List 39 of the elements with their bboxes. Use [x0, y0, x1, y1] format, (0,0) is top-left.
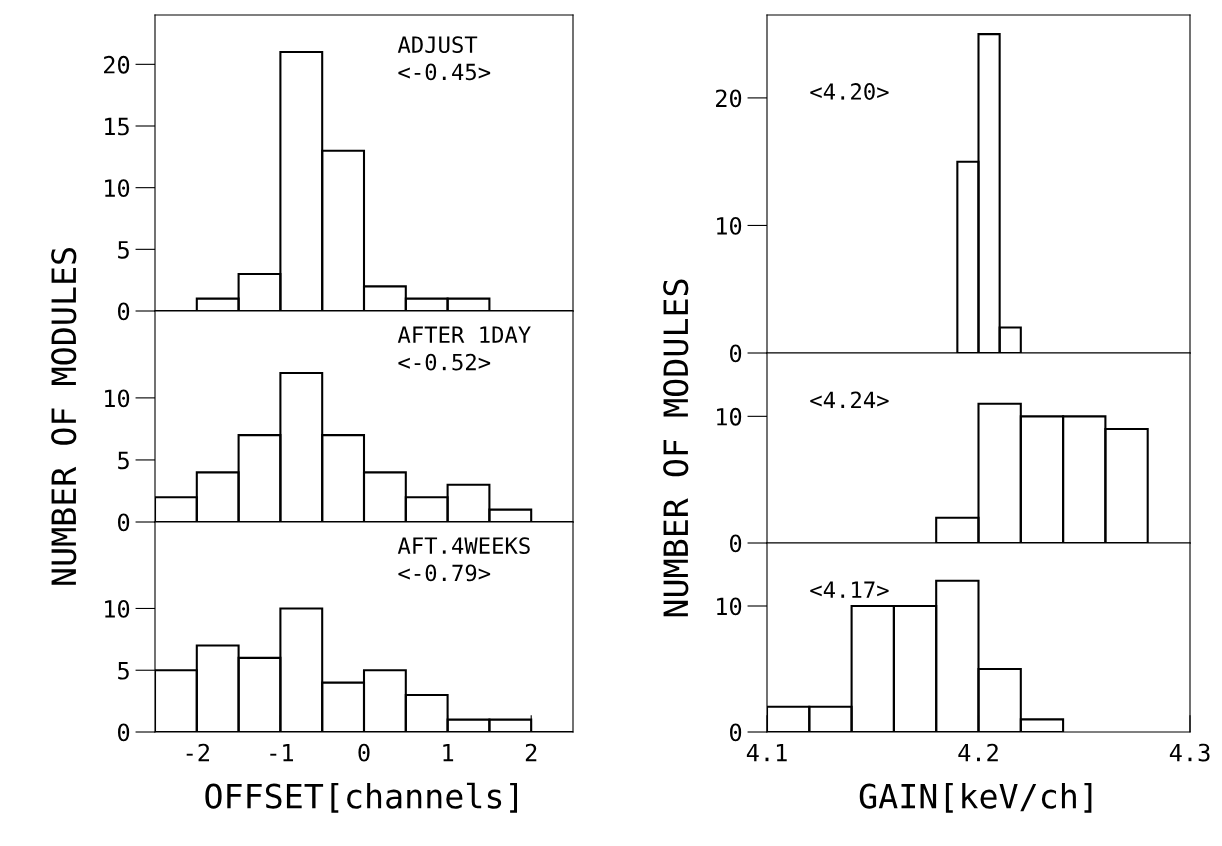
y-tick-label: 5: [118, 451, 129, 470]
y-tick-label: 0: [730, 723, 742, 742]
annotation: <4.20>: [810, 83, 889, 100]
y-tick-label: 15: [105, 117, 129, 136]
y-tick-label: 10: [717, 216, 742, 235]
annotation: <4.24>: [810, 391, 889, 408]
y-tick-label: 20: [104, 55, 130, 74]
y-axis-title: NUMBER OF MODULES: [663, 279, 689, 617]
x-tick-label: 4.3: [1169, 743, 1210, 762]
y-tick-label: 0: [730, 344, 742, 363]
annotation: <4.17>: [810, 581, 889, 598]
x-tick-label: 1: [443, 743, 454, 762]
x-axis-title: GAIN[keV/ch]: [859, 782, 1092, 813]
y-tick-label: 10: [105, 389, 130, 408]
y-tick-label: 10: [105, 179, 130, 198]
y-tick-label: 5: [118, 662, 129, 680]
y-tick-label: 10: [717, 407, 742, 426]
x-tick-label: 4.1: [746, 743, 787, 762]
x-tick-label: -1: [270, 743, 294, 762]
annotation: <-0.45>: [398, 63, 491, 81]
y-tick-label: 5: [118, 241, 129, 259]
annotation: <-0.52>: [398, 353, 491, 371]
annotation: ADJUST: [397, 36, 478, 54]
x-tick-label: -2: [186, 743, 210, 762]
y-tick-label: 10: [105, 599, 130, 618]
annotation: <-0.79>: [398, 564, 491, 582]
y-tick-label: 10: [717, 597, 742, 616]
x-axis-title: OFFSET[channels]: [205, 782, 518, 813]
annotation: AFTER 1DAY: [397, 326, 531, 343]
x-tick-label: 0: [358, 743, 370, 762]
x-tick-label: 4.2: [958, 743, 998, 762]
y-tick-label: 20: [716, 89, 742, 108]
annotation: AFT.4WEEKS: [397, 537, 530, 555]
x-tick-label: 2: [525, 743, 537, 762]
y-axis-title: NUMBER OF MODULES: [51, 248, 77, 585]
y-tick-label: 0: [118, 302, 130, 321]
y-tick-label: 0: [118, 723, 130, 742]
y-tick-label: 0: [118, 513, 130, 532]
y-tick-label: 0: [730, 534, 742, 553]
